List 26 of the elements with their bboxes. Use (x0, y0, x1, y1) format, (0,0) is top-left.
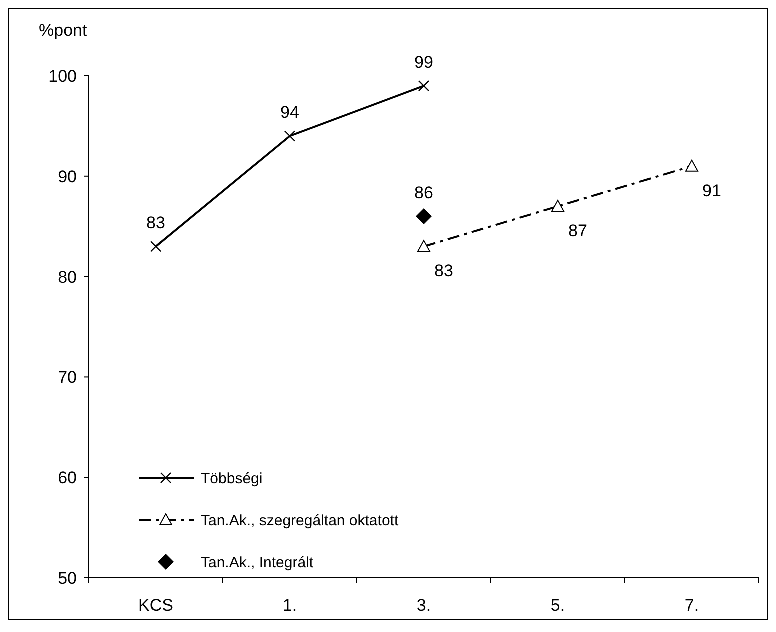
data-label: 99 (414, 53, 434, 72)
legend-label: Többségi (201, 470, 263, 488)
y-axis-title: %pont (39, 21, 88, 40)
point (552, 200, 564, 212)
x-tick-label: 7. (684, 596, 700, 615)
point (418, 240, 430, 252)
data-label: 86 (414, 184, 434, 203)
y-tick-label: 50 (58, 568, 77, 588)
legend-label: Tan.Ak., Integrált (201, 554, 314, 572)
y-tick-label: 80 (58, 268, 77, 287)
y-tick-label: 70 (58, 368, 77, 388)
point (686, 160, 698, 172)
x-tick-label: 3. (416, 596, 432, 615)
y-tick-label: 60 (58, 468, 77, 488)
y-tick-label: 100 (48, 66, 77, 86)
point (416, 208, 432, 225)
x-tick-label: KCS (138, 596, 174, 615)
legend-label: Tan.Ak., szegregáltan oktatott (201, 512, 400, 530)
data-label: 83 (146, 214, 166, 233)
x-tick-label: 5. (550, 596, 566, 615)
data-label: 91 (702, 181, 722, 200)
x-tick-label: 1. (282, 596, 298, 615)
y-tick-label: 90 (58, 167, 77, 186)
data-label: 83 (434, 262, 454, 281)
data-label: 94 (280, 103, 300, 122)
data-label: 87 (568, 222, 588, 241)
